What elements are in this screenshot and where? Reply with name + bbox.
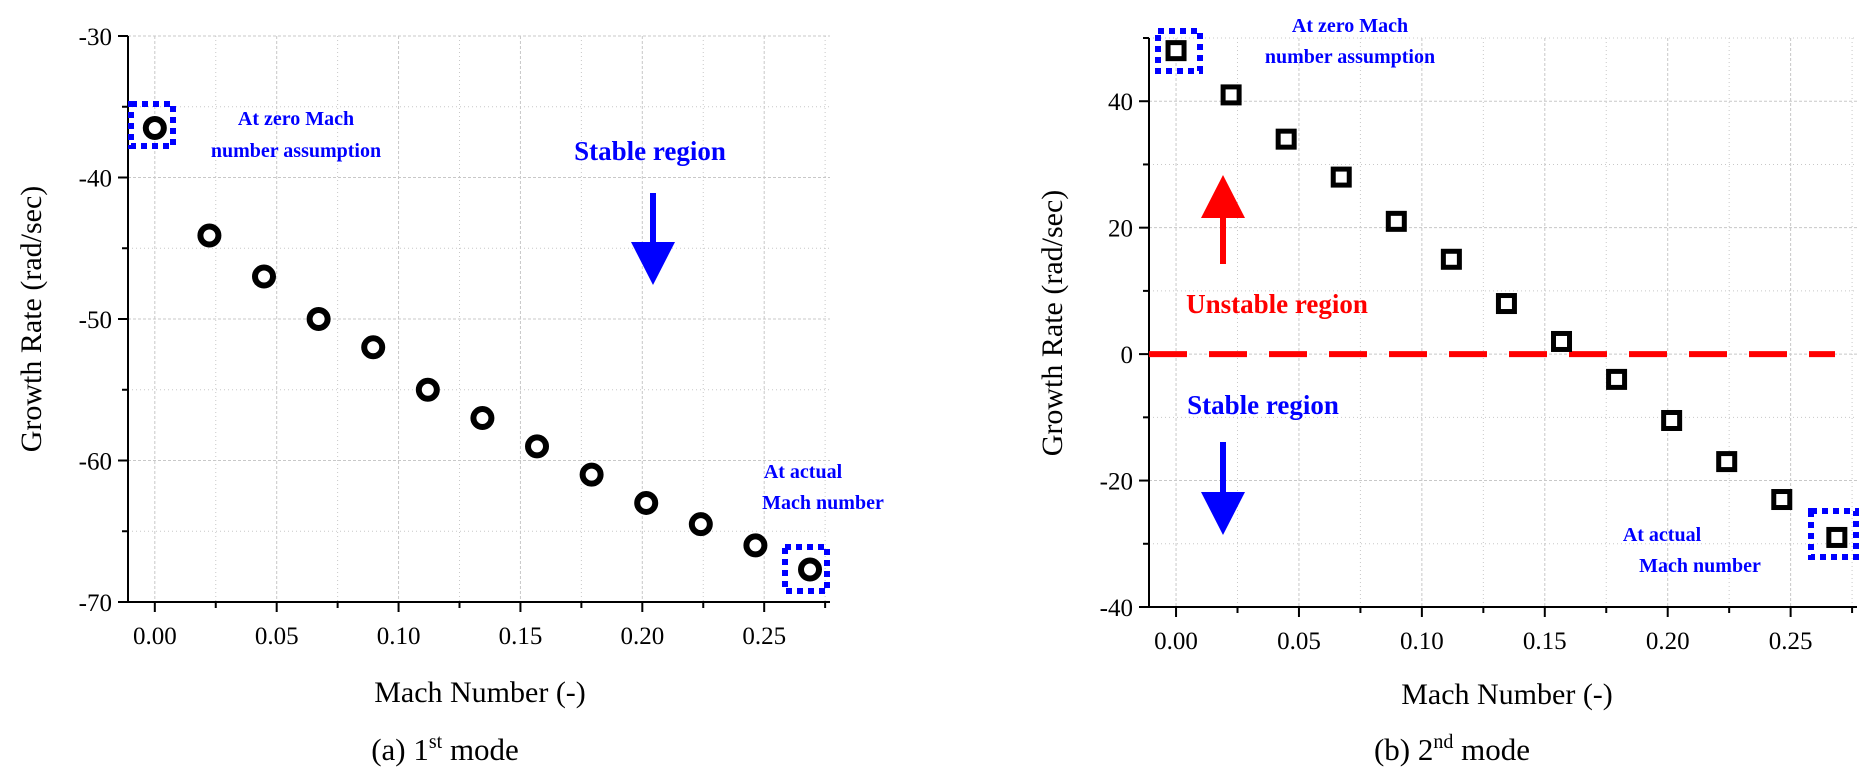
panel-a-zero-mach-note-line1: At zero Mach bbox=[238, 108, 354, 130]
panel-b-caption-suffix: mode bbox=[1453, 732, 1530, 767]
panel-b-caption: (b) 2nd mode bbox=[1374, 731, 1530, 767]
panel-a-ticks: 0.00 0.05 0.10 0.15 0.20 0.25 -70 -60 -50 -40 -30 bbox=[79, 24, 827, 650]
panel-b-data-point bbox=[1826, 526, 1848, 548]
panel-b-caption-sup: nd bbox=[1433, 731, 1453, 753]
panel-b-data-point bbox=[1495, 293, 1517, 315]
panel-b-points bbox=[1165, 40, 1848, 548]
panel-b-chart: 0.00 0.05 0.10 0.15 0.20 0.25 -40 -20 0 20 40 At z… bbox=[1036, 15, 1859, 767]
panel-a-caption-sup: st bbox=[429, 731, 443, 753]
panel-b-unstable-region-label: Unstable region bbox=[1186, 289, 1368, 319]
panel-a-caption-prefix: (a) 1 bbox=[371, 732, 429, 767]
panel-b-up-arrow bbox=[1201, 175, 1245, 264]
panel-b-data-point bbox=[1440, 248, 1462, 270]
panel-a-data-point bbox=[634, 490, 659, 515]
panel-b-y-tick-label: -20 bbox=[1100, 469, 1133, 496]
panel-b-ticks: 0.00 0.05 0.10 0.15 0.20 0.25 -40 -20 0 20 40 bbox=[1100, 37, 1854, 655]
panel-b-x-tick-label: 0.20 bbox=[1646, 628, 1690, 655]
panel-a-data-point bbox=[361, 335, 386, 360]
panel-a-data-point bbox=[688, 512, 713, 537]
panel-a-data-point bbox=[415, 377, 440, 402]
panel-b-actual-mach-note-line1: At actual bbox=[1623, 524, 1702, 546]
panel-b-caption-prefix: (b) 2 bbox=[1374, 732, 1433, 767]
panel-b-data-point bbox=[1385, 210, 1407, 232]
panel-b-data-point bbox=[1551, 330, 1573, 352]
panel-b-actual-mach-note-line2: Mach number bbox=[1639, 555, 1761, 577]
panel-b-data-point bbox=[1220, 84, 1242, 106]
panel-b-zero-mach-highlight bbox=[1155, 28, 1203, 74]
panel-a-y-tick-label: -50 bbox=[79, 307, 112, 334]
panel-a-data-point bbox=[142, 115, 167, 140]
panel-a-x-tick-label: 0.10 bbox=[377, 623, 421, 650]
panel-a-actual-mach-note-line1: At actual bbox=[764, 461, 843, 483]
panel-b-x-tick-label: 0.00 bbox=[1154, 628, 1198, 655]
panel-a-zero-mach-note-line2: number assumption bbox=[211, 140, 381, 162]
panel-a-y-tick-label: -30 bbox=[79, 24, 112, 51]
panel-b-x-axis-title: Mach Number (-) bbox=[1401, 678, 1613, 711]
panel-a-x-tick-label: 0.05 bbox=[255, 623, 299, 650]
panel-a-y-tick-label: -60 bbox=[79, 449, 112, 476]
panel-b-x-tick-label: 0.05 bbox=[1277, 628, 1321, 655]
panel-a-stable-region-label: Stable region bbox=[574, 136, 726, 166]
panel-a-grid bbox=[128, 35, 830, 603]
panel-a-data-point bbox=[798, 557, 823, 582]
panel-a-y-tick-label: -40 bbox=[79, 166, 112, 193]
panel-a-actual-mach-note-line2: Mach number bbox=[762, 492, 884, 514]
panel-b-y-axis-title: Growth Rate (rad/sec) bbox=[1036, 190, 1069, 457]
panel-a-x-tick-label: 0.25 bbox=[742, 623, 786, 650]
panel-b-grid bbox=[1149, 37, 1857, 608]
panel-a-zero-mach-highlight bbox=[128, 101, 176, 149]
panel-a-data-point bbox=[252, 264, 277, 289]
panel-a-data-point bbox=[197, 223, 222, 248]
panel-a-chart: 0.00 0.05 0.10 0.15 0.20 0.25-70-60-50-40-30 … bbox=[15, 24, 884, 767]
panel-a-data-point bbox=[743, 533, 768, 558]
panel-a-caption: (a) 1st mode bbox=[371, 731, 519, 767]
panel-a-down-arrow bbox=[631, 193, 675, 285]
panel-a-x-tick-label: 0.20 bbox=[620, 623, 664, 650]
panel-b-x-tick-label: 0.15 bbox=[1523, 628, 1567, 655]
panel-a-points bbox=[142, 115, 823, 582]
panel-a-data-point bbox=[306, 307, 331, 331]
panel-a-caption-suffix: mode bbox=[442, 732, 519, 767]
panel-a-x-tick-label: 0.00 bbox=[133, 623, 177, 650]
panel-b-data-point bbox=[1165, 40, 1187, 62]
panel-a-data-point bbox=[579, 462, 604, 487]
panel-b-actual-mach-highlight bbox=[1808, 508, 1859, 560]
panel-b-data-point bbox=[1771, 489, 1793, 511]
panel-b-down-arrow bbox=[1201, 442, 1245, 535]
panel-a-y-tick-label: -70 bbox=[79, 590, 112, 617]
panel-b-x-tick-label: 0.25 bbox=[1769, 628, 1813, 655]
panel-b-zero-mach-note-line1: At zero Mach bbox=[1292, 15, 1408, 37]
panel-b-data-point bbox=[1330, 166, 1352, 188]
panel-b-y-tick-label: 40 bbox=[1108, 89, 1133, 116]
panel-b-data-point bbox=[1661, 409, 1683, 431]
panel-a-x-axis-title: Mach Number (-) bbox=[374, 676, 586, 709]
panel-a-x-tick-label: 0.15 bbox=[499, 623, 543, 650]
panel-a-data-point bbox=[470, 406, 495, 431]
panel-b-data-point bbox=[1606, 368, 1628, 390]
panel-a-data-point bbox=[525, 434, 550, 459]
panel-a-y-axis-title: Growth Rate (rad/sec) bbox=[15, 186, 48, 453]
panel-b-zero-mach-note-line2: number assumption bbox=[1265, 46, 1435, 68]
panel-b-y-tick-label: 0 bbox=[1121, 342, 1134, 369]
panel-b-x-tick-label: 0.10 bbox=[1400, 628, 1444, 655]
panel-b-stable-region-label: Stable region bbox=[1187, 390, 1339, 420]
panel-b-y-tick-label: -40 bbox=[1100, 595, 1133, 622]
panel-b-data-point bbox=[1275, 128, 1297, 150]
panel-b-y-tick-label: 20 bbox=[1108, 216, 1133, 243]
panel-b-data-point bbox=[1716, 451, 1738, 473]
